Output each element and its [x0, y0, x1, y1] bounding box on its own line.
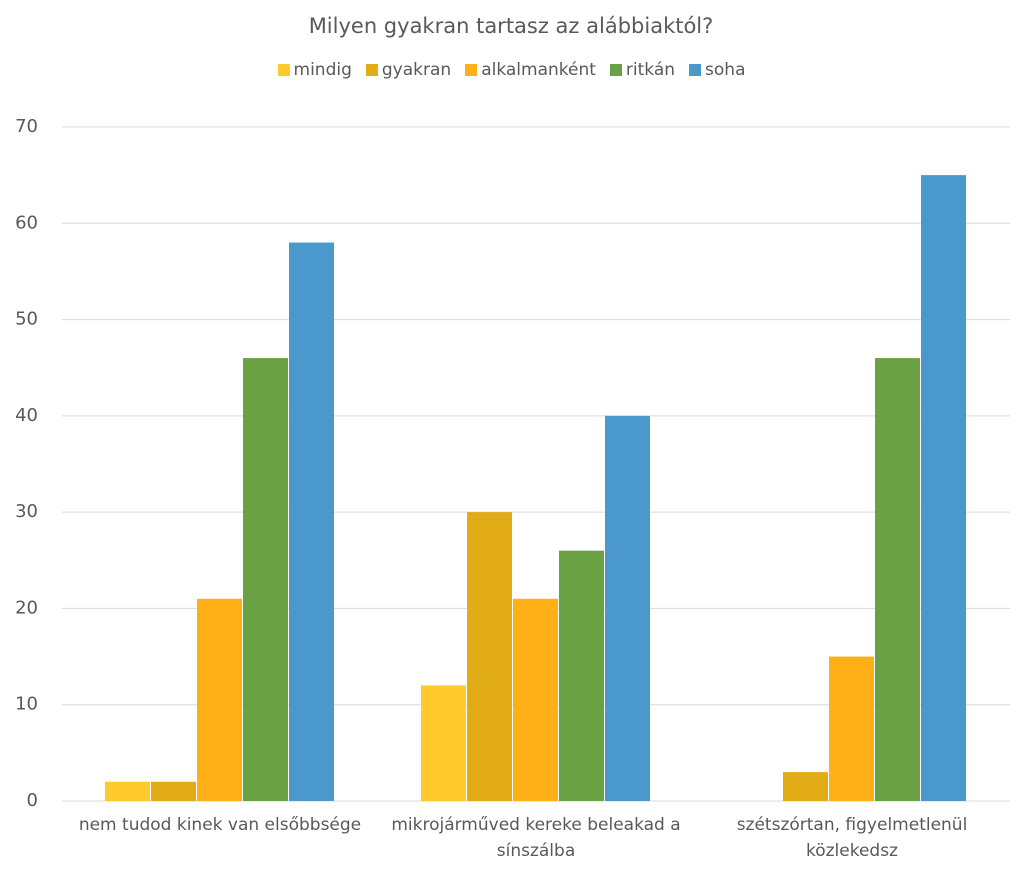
legend-swatch [277, 64, 290, 76]
bar [105, 781, 150, 801]
bar [421, 685, 466, 801]
legend-swatch [365, 64, 378, 76]
x-tick-label: nem tudod kinek van elsőbbsége [78, 815, 362, 835]
legend-swatch [465, 64, 478, 76]
y-tick-label: 20 [15, 597, 38, 618]
bar [921, 175, 966, 802]
bar [559, 550, 604, 801]
legend-label: ritkán [625, 60, 676, 80]
legend-label: mindig [293, 60, 352, 80]
legend-swatch [689, 64, 702, 76]
legend-item: alkalmanként [465, 60, 596, 80]
legend-label: alkalmanként [481, 60, 596, 80]
bar [289, 242, 334, 802]
bar [875, 358, 920, 801]
bar [783, 772, 828, 801]
legend-label: soha [705, 60, 746, 80]
legend-item: gyakran [365, 60, 452, 80]
y-tick-label: 0 [27, 790, 38, 811]
legend-item: soha [689, 60, 745, 80]
bar [829, 656, 874, 801]
legend-swatch [609, 64, 622, 76]
x-tick-label: szétszórtan, figyelmetlenül közlekedsz [736, 815, 968, 861]
legend: mindig gyakran alkalmanként ritkán soha [0, 60, 1023, 80]
y-tick-label: 30 [15, 501, 38, 522]
y-tick-label: 60 [15, 212, 38, 233]
bar [197, 598, 242, 801]
bar [513, 598, 558, 801]
legend-item: ritkán [609, 60, 676, 80]
bar [467, 512, 512, 801]
chart-title: Milyen gyakran tartasz az alábbiaktól? [309, 14, 714, 38]
bar [151, 781, 196, 801]
bar [243, 358, 288, 801]
y-tick-label: 70 [15, 116, 38, 137]
y-tick-label: 40 [15, 405, 38, 426]
legend-item: mindig [277, 60, 352, 80]
legend-label: gyakran [381, 60, 452, 80]
bar [605, 415, 650, 801]
y-tick-label: 10 [15, 694, 38, 715]
x-tick-label: mikrojárműved kereke beleakad a sínszálb… [391, 815, 681, 861]
y-tick-label: 50 [15, 309, 38, 330]
